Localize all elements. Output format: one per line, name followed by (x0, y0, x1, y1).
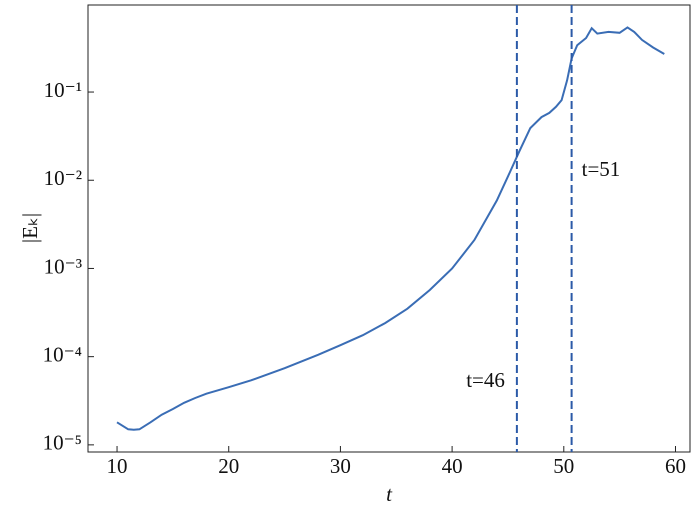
y-axis-label: |Eₖ| (18, 213, 42, 243)
x-tick-label: 20 (218, 454, 239, 478)
marker-label: t=51 (582, 157, 621, 181)
x-tick-label: 30 (330, 454, 351, 478)
plot-frame (87, 4, 691, 453)
data-line (116, 26, 665, 431)
x-tick-label: 10 (107, 454, 128, 478)
marker-label: t=46 (466, 368, 505, 392)
y-tick-label: 10⁻¹ (44, 78, 82, 102)
y-tick-label: 10⁻⁴ (43, 342, 82, 366)
x-tick-label: 50 (553, 454, 574, 478)
y-tick-label: 10⁻³ (44, 254, 82, 278)
y-tick-label: 10⁻⁵ (43, 431, 82, 455)
x-axis-label: t (386, 482, 393, 506)
y-tick-label: 10⁻² (44, 166, 82, 190)
x-tick-label: 60 (665, 454, 686, 478)
x-tick-label: 40 (442, 454, 463, 478)
